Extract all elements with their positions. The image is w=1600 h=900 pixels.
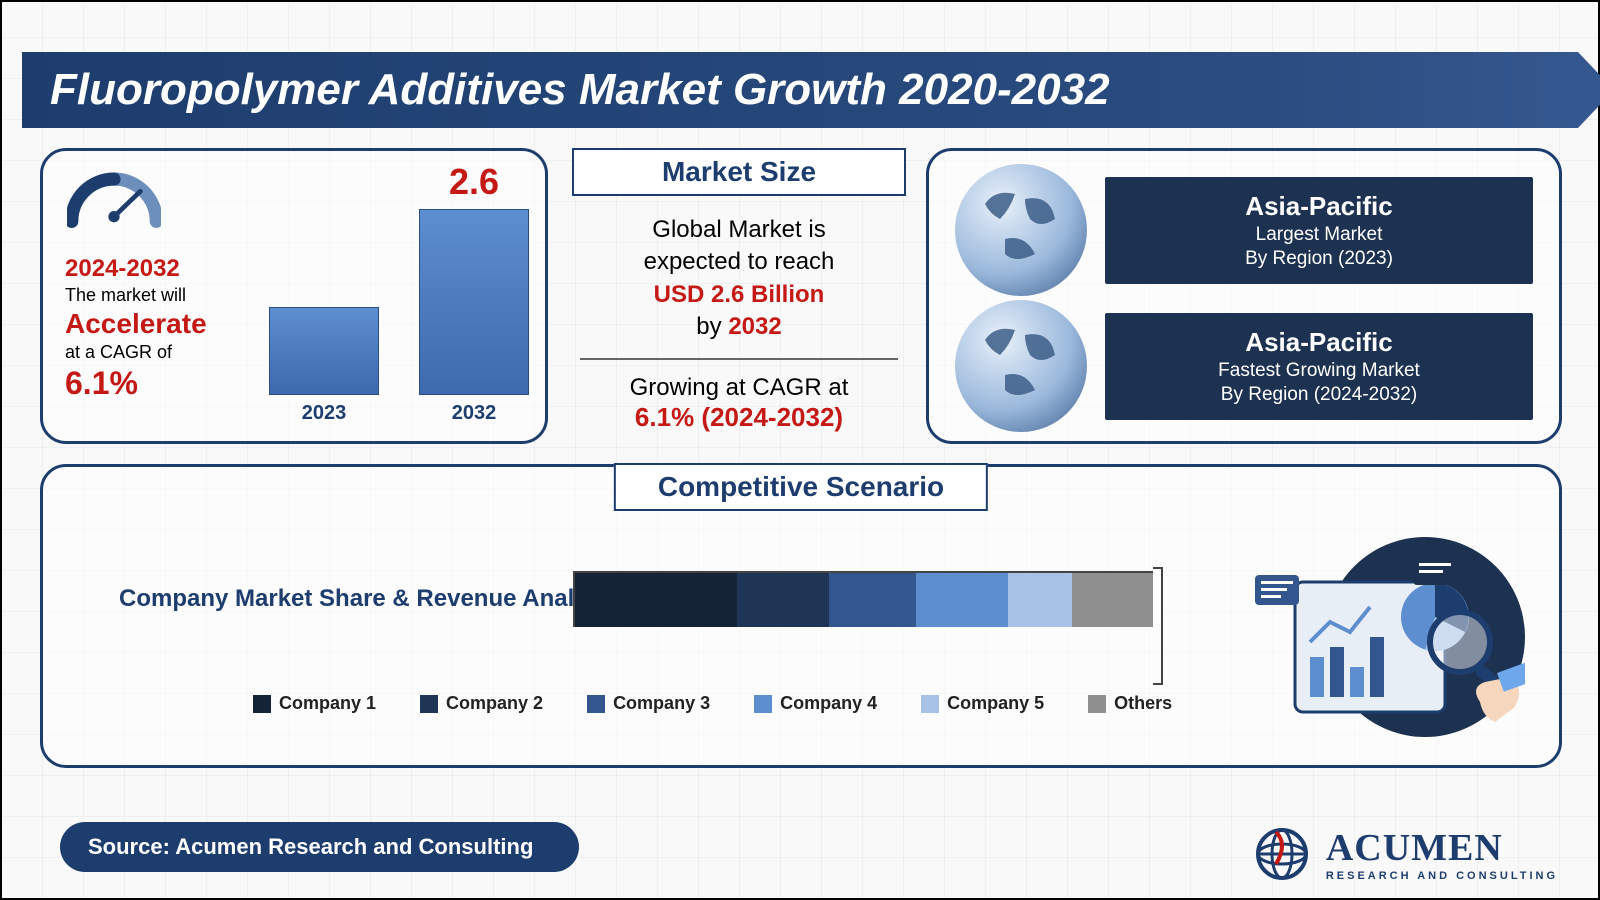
- region-row-2: Asia-Pacific Fastest Growing Market By R…: [955, 307, 1533, 425]
- source-pill: Source: Acumen Research and Consulting: [60, 822, 579, 872]
- share-segment: [575, 573, 737, 627]
- ms-line2: expected to reach: [572, 246, 906, 278]
- globe-icon: [955, 300, 1087, 432]
- globe-icon: [955, 164, 1087, 296]
- legend-swatch: [921, 695, 939, 713]
- legend-item: Company 4: [754, 693, 877, 714]
- bracket-icon: [1153, 567, 1163, 685]
- legend-item: Company 1: [253, 693, 376, 714]
- ms-by-year: 2032: [728, 313, 781, 340]
- ms-cagr-label: Growing at CAGR at: [572, 374, 906, 402]
- ms-value: USD 2.6 Billion: [572, 279, 906, 311]
- ms-by-line: by 2032: [572, 311, 906, 343]
- legend-swatch: [1088, 695, 1106, 713]
- growth-line2: at a CAGR of: [65, 342, 255, 363]
- analysis-dashboard-icon: [1225, 527, 1525, 747]
- brand-logo-mark: [1252, 824, 1312, 884]
- legend-label: Company 4: [780, 693, 877, 714]
- legend-label: Company 3: [613, 693, 710, 714]
- legend-label: Company 1: [279, 693, 376, 714]
- ms-cagr-value: 6.1% (2024-2032): [572, 402, 906, 433]
- region-box-2: Asia-Pacific Fastest Growing Market By R…: [1105, 313, 1533, 420]
- legend-swatch: [420, 695, 438, 713]
- regions-panel: Asia-Pacific Largest Market By Region (2…: [926, 148, 1562, 444]
- region-2-line1: Fastest Growing Market: [1125, 360, 1513, 382]
- brand-logo-text: ACUMEN RESEARCH AND CONSULTING: [1326, 826, 1558, 882]
- legend-item: Others: [1088, 693, 1172, 714]
- page-title: Fluoropolymer Additives Market Growth 20…: [50, 65, 1110, 115]
- growth-bar-label: 2023: [259, 402, 389, 425]
- ms-by-prefix: by: [696, 313, 728, 340]
- growth-text-block: 2024-2032 The market will Accelerate at …: [65, 255, 255, 402]
- growth-bar: [269, 307, 379, 395]
- growth-cagr: 6.1%: [65, 365, 255, 402]
- legend-swatch: [253, 695, 271, 713]
- market-size-body: Global Market is expected to reach USD 2…: [572, 214, 906, 344]
- region-2-title: Asia-Pacific: [1125, 327, 1513, 358]
- brand-tagline: RESEARCH AND CONSULTING: [1326, 870, 1558, 882]
- legend-item: Company 2: [420, 693, 543, 714]
- legend-label: Company 2: [446, 693, 543, 714]
- legend-swatch: [587, 695, 605, 713]
- growth-bar-chart: 202320322.6: [249, 161, 533, 429]
- share-segment: [1072, 573, 1153, 627]
- share-segment: [737, 573, 829, 627]
- legend-item: Company 3: [587, 693, 710, 714]
- legend-swatch: [754, 695, 772, 713]
- market-size-header: Market Size: [572, 148, 906, 196]
- region-1-line1: Largest Market: [1125, 224, 1513, 246]
- region-row-1: Asia-Pacific Largest Market By Region (2…: [955, 171, 1533, 289]
- growth-bar: [419, 209, 529, 395]
- growth-accelerate: Accelerate: [65, 308, 255, 340]
- ms-cagr-block: Growing at CAGR at 6.1% (2024-2032): [572, 374, 906, 433]
- region-2-line2: By Region (2024-2032): [1125, 384, 1513, 406]
- share-segment: [829, 573, 916, 627]
- growth-bar-label: 2032: [409, 402, 539, 425]
- growth-panel: 2024-2032 The market will Accelerate at …: [40, 148, 548, 444]
- title-banner: Fluoropolymer Additives Market Growth 20…: [22, 52, 1578, 128]
- competitive-header: Competitive Scenario: [614, 463, 988, 511]
- market-share-stacked-bar: [573, 571, 1153, 627]
- brand-name: ACUMEN: [1326, 826, 1558, 870]
- region-box-1: Asia-Pacific Largest Market By Region (2…: [1105, 177, 1533, 284]
- brand-logo: ACUMEN RESEARCH AND CONSULTING: [1252, 824, 1558, 884]
- growth-bar-value: 2.6: [409, 161, 539, 203]
- share-segment: [916, 573, 1008, 627]
- gauge-icon: [67, 165, 161, 245]
- region-1-line2: By Region (2023): [1125, 248, 1513, 270]
- share-segment: [1008, 573, 1072, 627]
- region-1-title: Asia-Pacific: [1125, 191, 1513, 222]
- ms-line1: Global Market is: [572, 214, 906, 246]
- growth-line1: The market will: [65, 285, 255, 306]
- legend-item: Company 5: [921, 693, 1044, 714]
- ms-divider: [580, 358, 898, 360]
- market-size-section: Market Size Global Market is expected to…: [572, 148, 906, 433]
- legend-label: Company 5: [947, 693, 1044, 714]
- legend-label: Others: [1114, 693, 1172, 714]
- share-legend: Company 1 Company 2 Company 3 Company 4 Comp…: [253, 693, 1172, 714]
- share-bar-title: Company Market Share & Revenue Analysis: [119, 585, 621, 613]
- competitive-panel: Competitive Scenario Company Market Shar…: [40, 464, 1562, 768]
- growth-period: 2024-2032: [65, 255, 255, 283]
